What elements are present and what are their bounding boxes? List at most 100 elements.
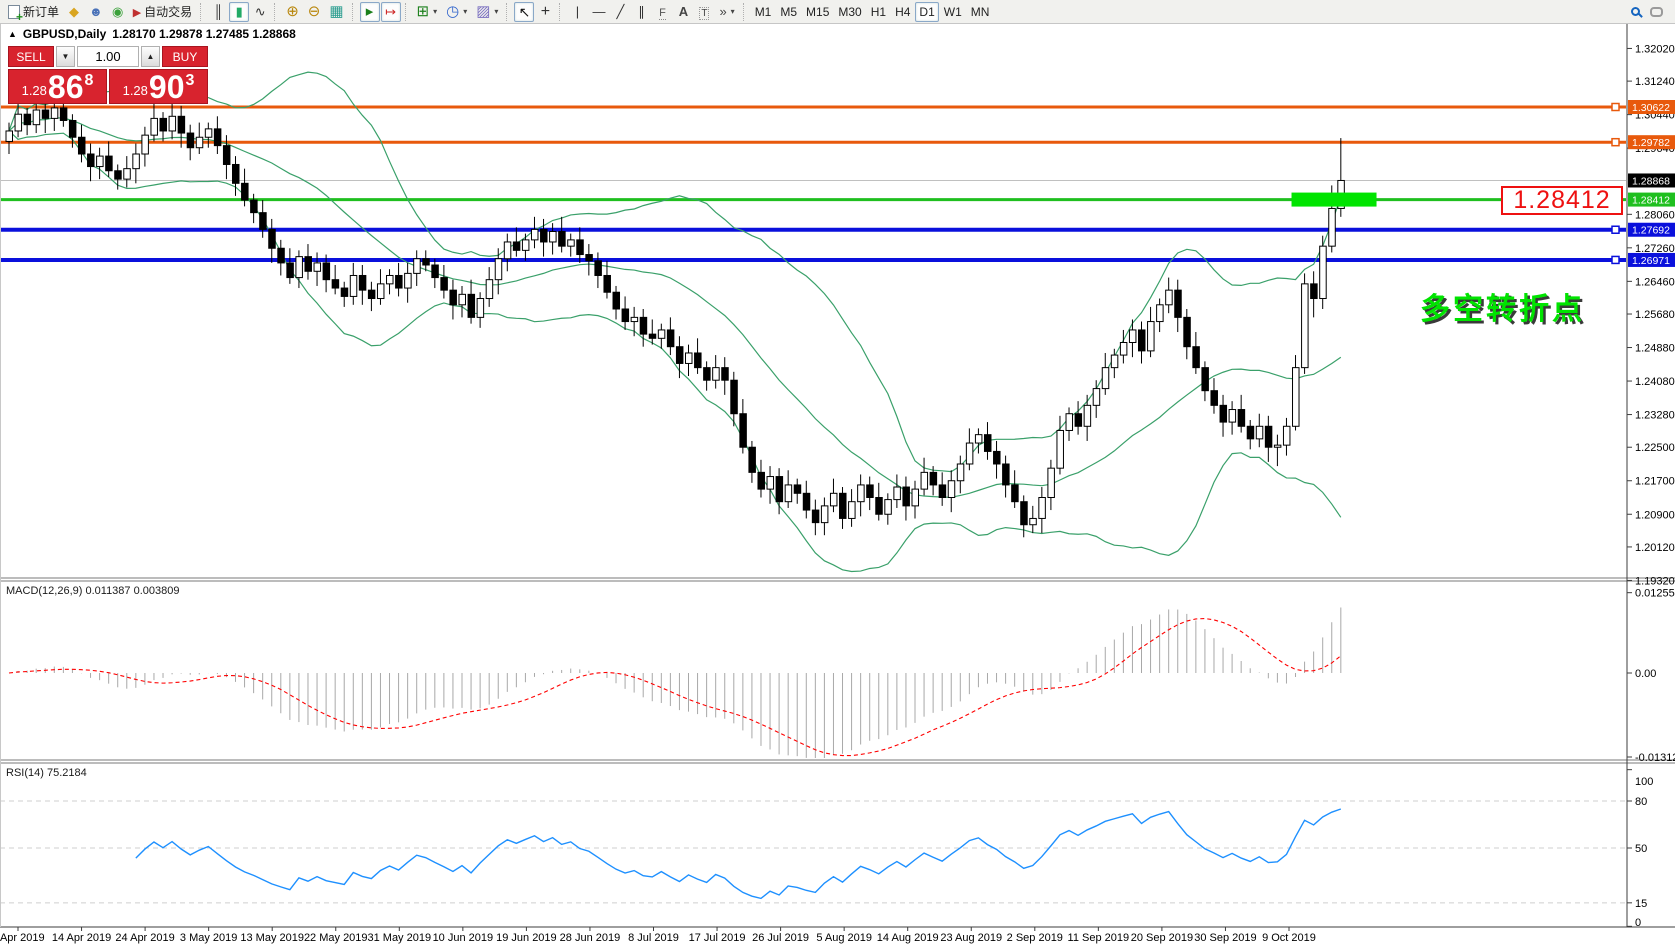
autotrading-icon	[133, 5, 141, 19]
zoom-out-button[interactable]	[304, 2, 325, 22]
timeframe-w1[interactable]: W1	[943, 4, 962, 19]
crosshair-icon	[541, 4, 550, 20]
sell-price-big: 86	[47, 68, 84, 105]
chat-icon[interactable]	[1650, 6, 1663, 17]
cone-icon	[69, 5, 79, 18]
horizontal-line-icon	[592, 5, 605, 18]
cursor-button[interactable]	[514, 1, 535, 22]
svg-text:17 Jul 2019: 17 Jul 2019	[689, 932, 746, 944]
candlestick-chart-button[interactable]	[229, 1, 250, 22]
svg-text:9 Oct 2019: 9 Oct 2019	[1262, 932, 1316, 944]
volume-up-button[interactable]: ▲	[141, 46, 160, 67]
text-button[interactable]	[673, 2, 693, 22]
rsi-axis: 100 80 50 15 0	[1627, 769, 1653, 929]
volume-down-button[interactable]: ▼	[56, 46, 75, 67]
arrows-button[interactable]: ▾	[715, 2, 738, 22]
svg-text:4 Apr 2019: 4 Apr 2019	[0, 932, 45, 944]
svg-text:1.28868: 1.28868	[1632, 175, 1670, 187]
clock-icon	[446, 4, 459, 19]
bar-chart-button[interactable]	[208, 2, 228, 22]
timeframe-m30[interactable]: M30	[838, 4, 862, 19]
buy-price-big: 90	[148, 68, 185, 105]
svg-text:1.25680: 1.25680	[1635, 309, 1675, 321]
svg-text:20 Sep 2019: 20 Sep 2019	[1131, 932, 1193, 944]
separator	[506, 2, 510, 21]
indicators-button[interactable]: ▾	[413, 2, 442, 22]
svg-text:2 Sep 2019: 2 Sep 2019	[1007, 932, 1063, 944]
timeframe-d1[interactable]: D1	[915, 1, 939, 22]
new-order-label: 新订单	[23, 5, 60, 19]
tile-windows-button[interactable]	[325, 2, 347, 22]
sell-price-prefix: 1.28	[21, 83, 47, 99]
svg-text:1.26971: 1.26971	[1632, 255, 1670, 267]
svg-text:1.24880: 1.24880	[1635, 343, 1675, 355]
price-axis[interactable]: 1.320201.312401.304401.296401.280601.272…	[1627, 43, 1675, 587]
line-chart-button[interactable]	[250, 2, 270, 22]
panel-collapse-icon[interactable]: ▲	[8, 29, 17, 39]
fibonacci-icon	[659, 5, 666, 19]
timeframe-h1[interactable]: H1	[870, 4, 887, 19]
buy-price-display[interactable]: 1.28 90 3	[109, 69, 208, 104]
svg-text:19 Jun 2019: 19 Jun 2019	[496, 932, 557, 944]
svg-text:100: 100	[1635, 776, 1653, 788]
profiles-icon	[89, 5, 103, 18]
timeframe-m1[interactable]: M1	[754, 4, 772, 19]
svg-text:1.19320: 1.19320	[1635, 575, 1675, 587]
crosshair-button[interactable]	[535, 2, 555, 22]
chart-annotation: 多空转折点	[1420, 293, 1585, 326]
svg-text:5 Aug 2019: 5 Aug 2019	[816, 932, 872, 944]
autotrading-button[interactable]: 自动交易	[129, 2, 196, 22]
cursor-icon	[519, 5, 531, 19]
text-label-button[interactable]	[694, 2, 714, 22]
timeframe-mn[interactable]: MN	[970, 4, 990, 19]
buy-button[interactable]: BUY	[162, 46, 208, 67]
equidistant-channel-button[interactable]	[631, 2, 651, 22]
chart-shift-button[interactable]	[380, 1, 401, 22]
vertical-line-button[interactable]	[567, 2, 587, 22]
zoom-in-button[interactable]	[282, 2, 303, 22]
rsi-label: RSI(14) 75.2184	[6, 767, 87, 779]
svg-text:50: 50	[1635, 843, 1647, 855]
zoom-out-icon	[308, 4, 321, 19]
profiles-button[interactable]	[85, 2, 107, 22]
search-icon[interactable]	[1631, 7, 1640, 16]
pane-frame	[0, 24, 1675, 928]
templates-button[interactable]: ▾	[472, 2, 502, 22]
chevron-down-icon: ▾	[463, 7, 468, 16]
cone-button[interactable]	[64, 2, 84, 22]
timeframe-m5[interactable]: M5	[780, 4, 798, 19]
timeframe-h4[interactable]: H4	[895, 4, 911, 19]
date-axis[interactable]: 4 Apr 2019 14 Apr 2019 24 Apr 2019 3 May 20…	[0, 927, 1316, 944]
svg-text:28 Jun 2019: 28 Jun 2019	[560, 932, 621, 944]
svg-text:26 Jul 2019: 26 Jul 2019	[752, 932, 809, 944]
sell-price-display[interactable]: 1.28 86 8	[8, 69, 107, 104]
sell-button[interactable]: SELL	[8, 46, 54, 67]
indicators-icon	[417, 4, 430, 19]
svg-text:1.20120: 1.20120	[1635, 542, 1675, 554]
svg-text:1.27260: 1.27260	[1635, 243, 1675, 255]
auto-scroll-button[interactable]	[359, 1, 380, 22]
fibonacci-button[interactable]	[652, 2, 672, 22]
svg-text:14 Aug 2019: 14 Aug 2019	[877, 932, 939, 944]
main-pane[interactable]	[0, 71, 1627, 573]
trendline-icon	[617, 5, 625, 18]
volume-input[interactable]	[77, 46, 139, 67]
horizontal-line-button[interactable]	[588, 2, 609, 22]
toolbar: 新订单 自动交易 ▾ ▾ ▾ ▾ M1 M5 M15 M30 H1 H4 D1 W1 MN	[0, 0, 1675, 24]
macd-pane	[8, 607, 1342, 758]
symbol-period-label: GBPUSD,Daily	[22, 27, 107, 41]
svg-text:1.32020: 1.32020	[1635, 43, 1675, 55]
timeframe-m15[interactable]: M15	[806, 4, 830, 19]
new-order-button[interactable]: 新订单	[4, 2, 63, 23]
svg-text:0.00: 0.00	[1635, 668, 1656, 680]
periods-button[interactable]: ▾	[442, 2, 471, 22]
separator	[351, 2, 356, 21]
text-icon	[679, 5, 688, 18]
svg-text:1.24080: 1.24080	[1635, 376, 1675, 388]
sell-price-pip: 8	[84, 72, 94, 89]
chevron-down-icon: ▾	[730, 7, 735, 16]
svg-text:1.21700: 1.21700	[1635, 476, 1675, 488]
trendline-button[interactable]	[610, 2, 630, 22]
signal-button[interactable]	[108, 2, 128, 22]
